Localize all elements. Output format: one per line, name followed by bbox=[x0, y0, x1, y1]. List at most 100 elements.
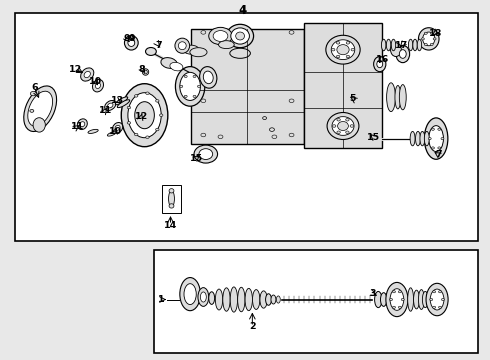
Ellipse shape bbox=[410, 131, 415, 146]
Ellipse shape bbox=[113, 122, 122, 133]
Ellipse shape bbox=[430, 289, 444, 310]
Text: 8: 8 bbox=[139, 65, 146, 74]
Text: 5: 5 bbox=[349, 94, 356, 103]
Ellipse shape bbox=[386, 282, 408, 317]
Ellipse shape bbox=[422, 32, 435, 46]
Ellipse shape bbox=[270, 128, 274, 131]
Ellipse shape bbox=[399, 85, 406, 110]
Ellipse shape bbox=[161, 58, 177, 68]
Ellipse shape bbox=[96, 83, 100, 89]
Ellipse shape bbox=[424, 44, 427, 46]
Ellipse shape bbox=[28, 91, 52, 126]
Ellipse shape bbox=[93, 80, 103, 92]
Ellipse shape bbox=[226, 24, 254, 48]
Ellipse shape bbox=[289, 133, 294, 137]
Ellipse shape bbox=[289, 31, 294, 34]
Ellipse shape bbox=[346, 55, 349, 58]
Ellipse shape bbox=[127, 122, 131, 124]
Ellipse shape bbox=[124, 36, 138, 50]
Ellipse shape bbox=[24, 86, 57, 131]
Ellipse shape bbox=[417, 39, 421, 51]
Ellipse shape bbox=[337, 118, 340, 121]
Ellipse shape bbox=[236, 32, 245, 40]
Ellipse shape bbox=[115, 125, 120, 130]
Ellipse shape bbox=[420, 131, 425, 146]
Ellipse shape bbox=[431, 128, 435, 130]
Ellipse shape bbox=[128, 39, 135, 46]
Ellipse shape bbox=[377, 60, 383, 68]
Ellipse shape bbox=[422, 292, 428, 307]
Ellipse shape bbox=[276, 296, 280, 303]
Ellipse shape bbox=[30, 109, 34, 112]
Ellipse shape bbox=[429, 126, 443, 152]
Text: 11: 11 bbox=[98, 106, 112, 115]
Ellipse shape bbox=[30, 91, 36, 96]
Text: 9: 9 bbox=[129, 35, 136, 44]
Text: 7: 7 bbox=[155, 41, 162, 50]
Text: 3: 3 bbox=[369, 289, 376, 298]
Ellipse shape bbox=[125, 37, 137, 49]
Ellipse shape bbox=[121, 84, 168, 147]
Ellipse shape bbox=[332, 125, 336, 127]
Ellipse shape bbox=[134, 133, 138, 136]
Ellipse shape bbox=[331, 40, 355, 60]
Ellipse shape bbox=[146, 136, 149, 139]
Ellipse shape bbox=[351, 49, 354, 51]
Text: 11: 11 bbox=[71, 122, 84, 131]
Ellipse shape bbox=[180, 72, 200, 100]
Ellipse shape bbox=[184, 95, 187, 98]
Ellipse shape bbox=[169, 191, 174, 207]
Text: 7: 7 bbox=[435, 150, 442, 159]
Bar bbox=[154, 250, 478, 353]
Text: 17: 17 bbox=[395, 41, 409, 50]
Ellipse shape bbox=[180, 85, 183, 87]
Ellipse shape bbox=[430, 32, 433, 34]
Ellipse shape bbox=[398, 291, 401, 293]
Ellipse shape bbox=[201, 31, 206, 34]
Ellipse shape bbox=[203, 71, 213, 84]
Ellipse shape bbox=[433, 38, 436, 40]
Ellipse shape bbox=[408, 288, 414, 311]
Ellipse shape bbox=[424, 131, 429, 146]
Text: 16: 16 bbox=[375, 55, 389, 64]
Ellipse shape bbox=[438, 147, 441, 149]
Ellipse shape bbox=[209, 292, 215, 305]
Ellipse shape bbox=[134, 95, 138, 97]
Ellipse shape bbox=[213, 31, 228, 41]
Ellipse shape bbox=[238, 287, 245, 312]
Ellipse shape bbox=[260, 291, 268, 308]
Ellipse shape bbox=[252, 289, 260, 309]
Ellipse shape bbox=[395, 86, 401, 109]
Ellipse shape bbox=[128, 93, 161, 138]
Ellipse shape bbox=[331, 49, 335, 51]
Ellipse shape bbox=[198, 288, 209, 306]
Ellipse shape bbox=[142, 69, 149, 75]
Bar bbox=[304, 23, 382, 148]
Text: 15: 15 bbox=[190, 154, 202, 163]
Ellipse shape bbox=[430, 298, 433, 301]
Ellipse shape bbox=[199, 67, 217, 88]
Ellipse shape bbox=[441, 298, 444, 301]
Ellipse shape bbox=[230, 287, 238, 312]
Ellipse shape bbox=[197, 85, 200, 87]
Ellipse shape bbox=[190, 48, 207, 57]
Ellipse shape bbox=[159, 114, 163, 117]
Ellipse shape bbox=[424, 32, 427, 34]
Ellipse shape bbox=[231, 28, 249, 44]
Ellipse shape bbox=[392, 306, 395, 309]
Ellipse shape bbox=[180, 278, 200, 311]
Ellipse shape bbox=[438, 128, 441, 130]
Ellipse shape bbox=[418, 289, 424, 309]
Ellipse shape bbox=[416, 131, 420, 146]
Ellipse shape bbox=[193, 75, 196, 77]
Text: 18: 18 bbox=[428, 29, 442, 38]
Ellipse shape bbox=[392, 39, 396, 51]
Text: 6: 6 bbox=[31, 83, 38, 92]
Ellipse shape bbox=[156, 100, 159, 102]
Ellipse shape bbox=[216, 289, 222, 310]
Ellipse shape bbox=[421, 38, 424, 40]
Bar bbox=[162, 185, 181, 213]
Ellipse shape bbox=[218, 135, 223, 139]
Ellipse shape bbox=[272, 135, 277, 139]
Text: 12: 12 bbox=[134, 112, 148, 121]
